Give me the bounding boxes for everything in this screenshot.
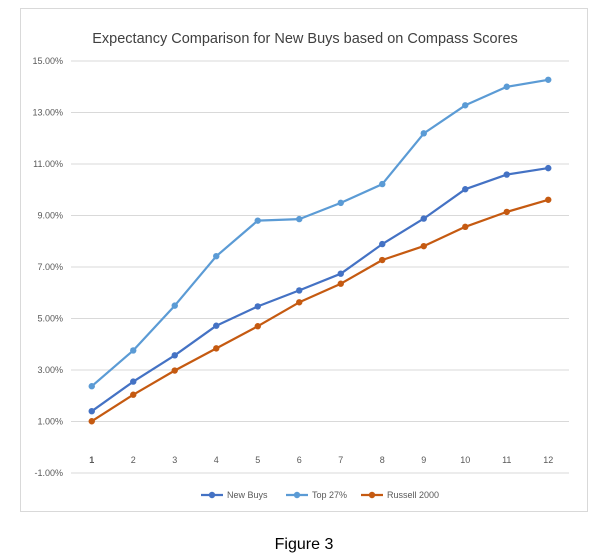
x-tick-label: 3: [172, 455, 177, 465]
chart-title: Expectancy Comparison for New Buys based…: [92, 31, 518, 47]
x-tick-label: 11: [502, 455, 511, 465]
y-axis-ticks: -1.00% 1.00% 3.00% 5.00% 7.00% 9.00% 11.00% 13.…: [32, 56, 63, 478]
data-point: [213, 345, 220, 352]
data-point: [296, 287, 303, 294]
y-tick-label: 11.00%: [33, 159, 63, 169]
legend-swatch-marker: [293, 491, 301, 499]
legend-label: Top 27%: [312, 490, 347, 500]
chart-frame: Expectancy Comparison for New Buys based…: [20, 8, 588, 512]
data-point: [420, 215, 427, 222]
data-point: [379, 240, 386, 248]
data-point: [88, 418, 95, 425]
y-tick-label: 5.00%: [37, 314, 63, 324]
data-point: [130, 347, 137, 354]
data-point: [503, 83, 510, 90]
data-point: [503, 171, 510, 178]
series-line-0: [90, 167, 550, 413]
data-point: [88, 408, 95, 415]
data-point: [130, 391, 137, 398]
data-point: [462, 186, 469, 193]
data-point: [462, 223, 469, 231]
data-point: [337, 280, 344, 287]
legend: New Buys Top 27% Russell 2000: [201, 490, 439, 500]
data-point: [213, 322, 220, 329]
series-line-1: [90, 78, 550, 388]
y-tick-label: 7.00%: [37, 262, 63, 272]
data-point: [171, 302, 178, 309]
data-point: [420, 130, 427, 137]
series-line-2: [90, 198, 550, 423]
data-point: [254, 217, 261, 224]
data-point: [296, 299, 303, 306]
data-point: [337, 270, 344, 277]
data-point: [254, 323, 261, 330]
y-tick-label: 13.00%: [32, 108, 63, 118]
x-tick-label: 8: [380, 455, 385, 465]
data-point: [130, 378, 137, 385]
x-axis-ticks: 1 2 3 4 5 6 7 8 9 10 11 12: [89, 455, 553, 465]
gridlines: [71, 60, 569, 474]
legend-swatch-marker: [368, 491, 376, 499]
data-point: [545, 76, 552, 83]
data-point: [545, 196, 552, 203]
x-tick-label: 7: [338, 455, 343, 465]
series-lines: [88, 76, 552, 425]
data-point: [171, 352, 178, 359]
data-point: [545, 164, 552, 172]
y-tick-label: 1.00%: [37, 417, 63, 427]
data-point: [379, 256, 386, 264]
data-point: [254, 303, 261, 310]
figure-caption: Figure 3: [274, 536, 334, 553]
y-tick-label: 15.00%: [32, 56, 63, 66]
data-point: [88, 383, 95, 390]
y-tick-label: -1.00%: [34, 468, 63, 478]
x-tick-label: 5: [255, 455, 260, 465]
data-point: [213, 252, 220, 260]
legend-swatch-marker: [208, 491, 216, 499]
x-tick-label: 10: [460, 455, 470, 465]
line-chart: Expectancy Comparison for New Buys based…: [32, 31, 569, 500]
data-point: [503, 208, 510, 216]
legend-label: Russell 2000: [387, 490, 439, 500]
data-point: [379, 180, 386, 188]
data-point: [296, 215, 303, 223]
x-tick-label: 6: [297, 455, 302, 465]
y-tick-label: 9.00%: [37, 211, 63, 221]
data-point: [420, 242, 427, 250]
data-point: [171, 367, 178, 374]
x-tick-label: 4: [214, 455, 219, 465]
x-tick-label: 12: [543, 455, 553, 465]
x-tick-label: 9: [421, 455, 426, 465]
x-tick-label: 1: [89, 455, 94, 465]
x-tick-label: 2: [131, 455, 136, 465]
y-tick-label: 3.00%: [37, 365, 63, 375]
data-point: [462, 102, 469, 109]
data-point: [337, 199, 344, 207]
legend-label: New Buys: [227, 490, 268, 500]
